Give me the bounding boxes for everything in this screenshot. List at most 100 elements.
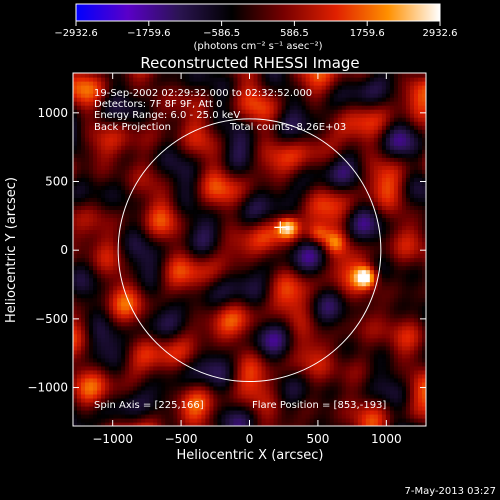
heatmap-cell (397, 357, 403, 363)
heatmap-cell (421, 349, 426, 355)
heatmap-cell (201, 233, 206, 239)
heatmap-cell (237, 421, 243, 426)
heatmap-cell (313, 269, 319, 275)
heatmap-cell (289, 257, 295, 263)
heatmap-cell (421, 245, 426, 251)
heatmap-cell (201, 213, 206, 219)
heatmap-cell (121, 293, 126, 299)
heatmap-cell (129, 265, 134, 271)
heatmap-cell (105, 333, 110, 339)
heatmap-cell (301, 389, 307, 395)
heatmap-cell (309, 237, 315, 243)
heatmap-cell (181, 197, 186, 202)
heatmap-cell (261, 245, 267, 251)
heatmap-cell (385, 289, 391, 295)
heatmap-cell (401, 289, 407, 295)
heatmap-cell (397, 333, 403, 339)
heatmap-cell (261, 293, 267, 299)
heatmap-cell (241, 321, 247, 327)
heatmap-cell (373, 373, 379, 379)
heatmap-cell (149, 249, 154, 255)
heatmap-cell (381, 377, 387, 383)
heatmap-cell (129, 257, 134, 263)
heatmap-cell (177, 325, 182, 331)
heatmap-cell (221, 257, 227, 263)
heatmap-cell (417, 421, 423, 426)
heatmap-cell (381, 353, 387, 359)
heatmap-cell (369, 285, 375, 291)
heatmap-cell (381, 405, 387, 411)
heatmap-cell (361, 201, 367, 206)
heatmap-cell (121, 405, 126, 411)
heatmap-cell (233, 385, 239, 391)
heatmap-cell (157, 265, 162, 271)
heatmap-cell (253, 365, 259, 371)
heatmap-cell (149, 269, 154, 275)
heatmap-cell (85, 213, 90, 219)
heatmap-cell (121, 233, 126, 239)
heatmap-cell (237, 393, 243, 399)
heatmap-cell (237, 213, 243, 219)
heatmap-cell (317, 337, 323, 343)
heatmap-cell (245, 293, 251, 299)
heatmap-cell (85, 233, 90, 239)
heatmap-cell (357, 225, 363, 231)
heatmap-cell (165, 209, 170, 214)
heatmap-cell (81, 229, 86, 235)
heatmap-cell (397, 405, 403, 411)
heatmap-cell (201, 325, 206, 331)
heatmap-cell (405, 285, 411, 291)
heatmap-cell (173, 245, 178, 251)
heatmap-cell (161, 337, 166, 343)
heatmap-cell (237, 249, 243, 255)
heatmap-cell (165, 361, 170, 367)
heatmap-cell (377, 293, 383, 299)
heatmap-cell (401, 265, 407, 271)
heatmap-cell (245, 377, 251, 383)
heatmap-cell (285, 405, 291, 411)
heatmap-cell (89, 277, 94, 283)
heatmap-cell (305, 305, 311, 311)
heatmap-cell (417, 413, 423, 419)
heatmap-cell (317, 201, 323, 206)
heatmap-cell (393, 361, 399, 367)
heatmap-cell (301, 337, 307, 343)
heatmap-cell (389, 209, 395, 214)
heatmap-cell (349, 237, 355, 243)
heatmap-cell (321, 233, 327, 239)
heatmap-cell (201, 253, 206, 259)
heatmap-cell (293, 233, 299, 239)
heatmap-cell (389, 321, 395, 327)
heatmap-cell (369, 389, 375, 395)
heatmap-cell (421, 301, 426, 307)
heatmap-cell (105, 285, 110, 291)
heatmap-cell (377, 341, 383, 347)
heatmap-cell (93, 345, 98, 351)
heatmap-cell (313, 393, 319, 399)
heatmap-cell (125, 249, 130, 255)
heatmap-cell (237, 313, 243, 319)
heatmap-cell (225, 281, 231, 287)
heatmap-cell (389, 249, 395, 255)
heatmap-cell (137, 365, 142, 371)
heatmap-cell (281, 245, 287, 251)
heatmap-cell (177, 265, 182, 271)
heatmap-cell (197, 405, 202, 411)
heatmap-cell (137, 197, 142, 202)
heatmap-cell (337, 273, 343, 279)
heatmap-cell (141, 313, 146, 319)
heatmap-cell (197, 393, 202, 399)
heatmap-cell (377, 273, 383, 279)
heatmap-cell (361, 393, 367, 399)
heatmap-cell (185, 321, 190, 327)
heatmap-cell (297, 253, 303, 259)
heatmap-cell (329, 321, 335, 327)
heatmap-cell (321, 385, 327, 391)
heatmap-cell (217, 389, 223, 395)
heatmap-cell (229, 349, 235, 355)
heatmap-cell (405, 213, 411, 219)
heatmap-cell (409, 221, 415, 227)
heatmap-cell (373, 365, 379, 371)
heatmap-cell (257, 353, 263, 359)
heatmap-cell (141, 413, 146, 419)
